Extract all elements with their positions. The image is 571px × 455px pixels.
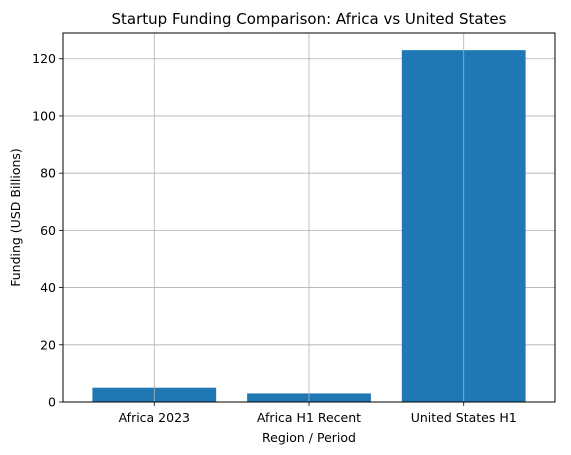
y-tick-label: 20 bbox=[40, 337, 56, 352]
x-tick-label: United States H1 bbox=[411, 410, 517, 425]
x-tick-label: Africa 2023 bbox=[119, 410, 190, 425]
y-tick-label: 60 bbox=[40, 223, 56, 238]
x-axis-ticks: Africa 2023 Africa H1 Recent United States… bbox=[119, 402, 517, 425]
vertical-grid-lines bbox=[153, 33, 465, 402]
y-tick-label: 120 bbox=[32, 51, 56, 66]
y-axis-ticks: 0 20 40 60 80 100 120 bbox=[32, 51, 63, 410]
y-tick-label: 0 bbox=[48, 395, 56, 410]
y-tick-label: 40 bbox=[40, 280, 56, 295]
y-axis-title: Funding (USD Billions) bbox=[8, 148, 23, 287]
y-tick-label: 80 bbox=[40, 166, 56, 181]
y-tick-label: 100 bbox=[32, 108, 56, 123]
x-tick-label: Africa H1 Recent bbox=[257, 410, 361, 425]
chart-title: Startup Funding Comparison: Africa vs Un… bbox=[112, 10, 507, 28]
x-axis-title: Region / Period bbox=[262, 430, 356, 445]
